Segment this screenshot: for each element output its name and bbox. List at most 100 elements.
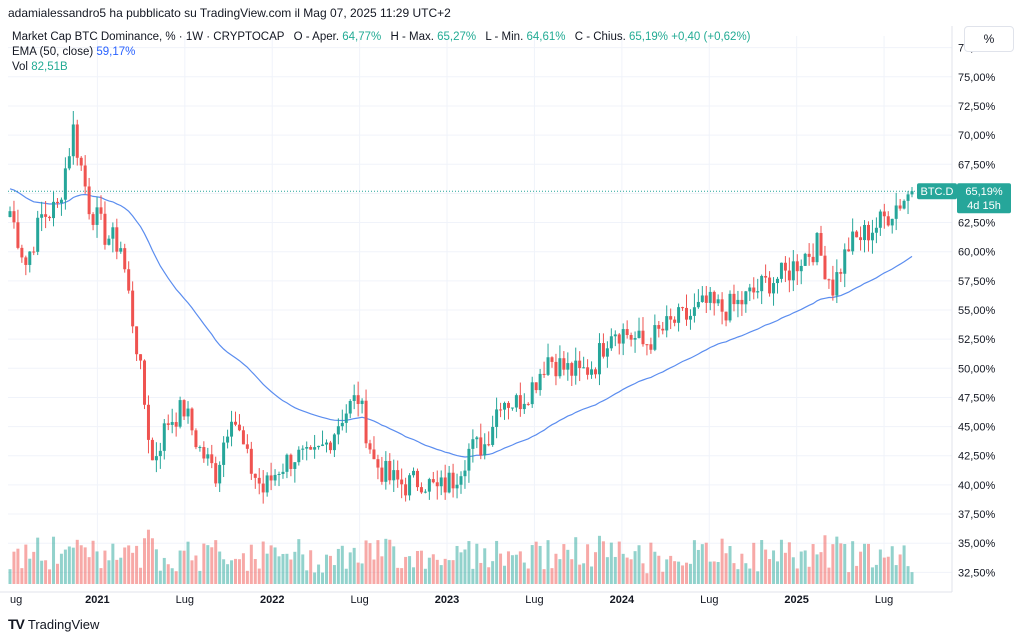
- volume-bar: [491, 561, 495, 584]
- candle-body: [214, 463, 218, 484]
- candle-body: [154, 456, 158, 461]
- volume-bar: [637, 545, 641, 584]
- candle-body: [115, 227, 119, 252]
- volume-bar: [558, 559, 562, 584]
- candle-body: [795, 261, 799, 272]
- candle-body: [479, 437, 483, 456]
- volume-bar: [890, 546, 894, 584]
- volume-bar: [542, 569, 546, 584]
- volume-bar: [305, 570, 309, 584]
- price-tick-label: 70,00%: [958, 130, 996, 142]
- candle-body: [708, 291, 712, 303]
- volume-bar: [756, 571, 760, 584]
- volume-bar: [388, 539, 392, 584]
- volume-bar: [226, 564, 230, 584]
- time-axis: ug 2021 Lug 2022 Lug 2023 Lug 2024 Lug 2025 Lug: [10, 594, 893, 606]
- candle-body: [518, 395, 522, 410]
- candle-body: [234, 421, 237, 425]
- candle-body: [36, 217, 40, 252]
- volume-bar: [285, 553, 289, 584]
- candle-body: [198, 447, 202, 449]
- candle-body: [119, 248, 123, 252]
- symbol-title[interactable]: Market Cap BTC Dominance, % · 1W · CRYPT…: [12, 31, 285, 43]
- volume-bar: [162, 557, 166, 584]
- candle-body: [799, 265, 803, 272]
- volume-bar: [863, 543, 867, 584]
- volume-bar: [273, 547, 277, 584]
- percent-scale-button[interactable]: %: [964, 26, 1014, 52]
- price-tick-label: 62,50%: [958, 218, 996, 230]
- volume-bar: [435, 559, 439, 584]
- candle-body: [71, 124, 75, 157]
- volume-bar: [700, 544, 704, 584]
- volume-bar: [870, 567, 874, 584]
- volume-bar: [518, 551, 522, 584]
- candle-body: [688, 315, 692, 320]
- legend-volume-row[interactable]: Vol 82,51B: [12, 60, 751, 75]
- candle-body: [787, 270, 791, 281]
- volume-label: Vol: [12, 61, 28, 73]
- candle-body: [487, 444, 491, 446]
- volume-bar: [621, 553, 625, 584]
- last-price-line: BTC.D 65,19% 4d 15h: [8, 183, 1011, 214]
- candle-body: [827, 279, 831, 281]
- volume-bar: [154, 549, 158, 584]
- volume-bar: [8, 569, 12, 584]
- candle-body: [63, 168, 67, 200]
- candle-body: [135, 326, 139, 355]
- candle-body: [372, 449, 376, 460]
- candle-body: [550, 357, 554, 362]
- volume-bar: [562, 544, 566, 584]
- price-tick-label: 35,00%: [958, 538, 996, 550]
- legend-ema-row[interactable]: EMA (50, close) 59,17%: [12, 45, 751, 60]
- price-tick-label: 40,00%: [958, 480, 996, 492]
- candle-body: [218, 464, 222, 484]
- volume-bar: [467, 541, 471, 584]
- volume-bar: [677, 561, 681, 584]
- open-label: O - Aper.: [293, 31, 340, 43]
- candle-body: [297, 449, 301, 463]
- candle-body: [423, 491, 427, 493]
- volume-bar: [732, 563, 736, 584]
- price-tick-label: 72,50%: [958, 101, 996, 113]
- candle-body: [412, 470, 416, 476]
- volume-bar: [645, 573, 649, 584]
- candle-body: [356, 395, 360, 404]
- volume-bar: [63, 549, 67, 584]
- volume-bar: [245, 570, 249, 584]
- candle-body: [831, 279, 835, 296]
- volume-bar: [799, 551, 803, 584]
- candle-body: [819, 233, 823, 256]
- candle-body: [673, 319, 677, 323]
- candle-body: [586, 367, 590, 375]
- volume-bar: [289, 559, 293, 584]
- candle-body: [146, 404, 150, 440]
- volume-bar: [775, 561, 779, 584]
- price-tag-value: 65,19%: [965, 186, 1003, 198]
- tradingview-footer[interactable]: TV TradingView: [8, 616, 99, 632]
- candle-body: [293, 462, 297, 469]
- volume-bar: [546, 540, 550, 584]
- volume-bar: [459, 552, 463, 584]
- candle-body: [139, 354, 143, 361]
- time-tick-label: 2025: [784, 594, 808, 606]
- volume-bar: [787, 542, 791, 584]
- candle-body: [103, 213, 107, 245]
- time-tick-label: Lug: [700, 594, 718, 606]
- volume-bar: [894, 565, 898, 584]
- volume-bar: [795, 568, 799, 584]
- volume-bar: [617, 541, 621, 584]
- volume-bar: [657, 555, 661, 584]
- volume-bar: [752, 542, 756, 584]
- volume-bar: [708, 561, 712, 584]
- candle-body: [617, 334, 621, 344]
- candle-body: [621, 329, 625, 344]
- volume-bar: [712, 561, 716, 584]
- volume-bar: [902, 545, 906, 584]
- volume-bar: [455, 545, 459, 584]
- price-tick-label: 55,00%: [958, 305, 996, 317]
- volume-bar: [692, 540, 696, 584]
- candle-body: [768, 277, 772, 294]
- candle-body: [613, 334, 617, 337]
